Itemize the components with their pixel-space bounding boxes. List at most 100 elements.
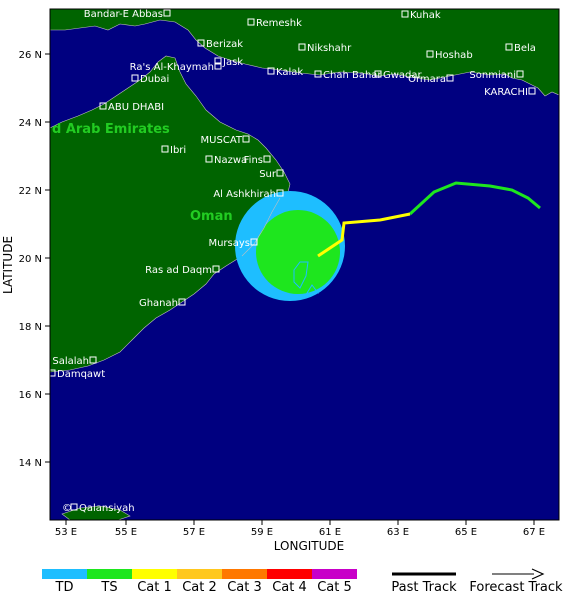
city-label: Nikshahr — [307, 43, 352, 54]
city-label: Ormara — [408, 74, 446, 85]
legend-swatch — [42, 569, 87, 579]
y-tick-label: 24 N — [19, 118, 42, 129]
city-label: Gwadar — [383, 70, 423, 81]
city-label: Kuhak — [410, 10, 441, 21]
city-marker — [250, 238, 258, 246]
city-label: Ra's Al-Khaymah — [130, 62, 214, 73]
city-marker — [276, 189, 284, 197]
y-tick-label: 14 N — [19, 458, 42, 469]
city-marker — [205, 155, 213, 163]
city-layer: Bandar-E Abbas Remeshk Kuhak Berizak Nikshah… — [48, 9, 536, 514]
legend-swatch — [132, 569, 177, 579]
x-tick-label: 63 E — [387, 527, 409, 538]
legend-label: Cat 5 — [317, 580, 352, 595]
y-tick-label: 26 N — [19, 50, 42, 61]
city-marker — [446, 74, 454, 82]
city-marker — [401, 10, 409, 18]
city-marker — [163, 9, 171, 17]
legend-label: TD — [55, 580, 74, 595]
y-tick-label: 18 N — [19, 322, 42, 333]
x-axis-ticks: 53 E 55 E 57 E 59 E 61 E 63 E 65 E 67 E — [55, 520, 545, 538]
country-label-uae: d Arab Emirates — [52, 122, 170, 137]
city-label: Bandar-E Abbas — [84, 9, 163, 20]
x-tick-label: 57 E — [183, 527, 205, 538]
forecast-track-label: Forecast Track — [469, 580, 563, 595]
x-tick-label: 61 E — [319, 527, 341, 538]
city-label: Dubai — [140, 74, 169, 85]
plot-frame — [49, 8, 560, 521]
city-marker — [214, 57, 222, 65]
track-category-1 — [317, 212, 411, 258]
city-label: Ibri — [170, 145, 186, 156]
coast-outline-over-storm — [241, 197, 281, 257]
intensity-legend: TD TS Cat 1 Cat 2 Cat 3 Cat 4 Cat 5 — [42, 569, 357, 595]
city-label: Salalah — [52, 356, 89, 367]
legend-swatch — [177, 569, 222, 579]
legend-label: TS — [100, 580, 117, 595]
legend-swatch — [222, 569, 267, 579]
city-marker — [214, 62, 222, 70]
city-label: Damqawt — [57, 369, 105, 380]
x-tick-label: 53 E — [55, 527, 77, 538]
city-label: Bela — [514, 43, 536, 54]
city-marker — [516, 70, 524, 78]
legend-label: Cat 4 — [272, 580, 307, 595]
y-tick-label: 20 N — [19, 254, 42, 265]
storm-position-marker — [293, 261, 309, 289]
city-label: Al Ashkhirah — [213, 189, 276, 200]
city-label: KARACHI — [484, 87, 528, 98]
y-tick-label: 22 N — [19, 186, 42, 197]
legend-label: Cat 1 — [137, 580, 172, 595]
city-marker — [247, 18, 255, 26]
city-marker — [197, 39, 205, 47]
city-marker — [70, 503, 78, 511]
x-tick-label: 55 E — [115, 527, 137, 538]
city-marker — [212, 265, 220, 273]
city-marker — [131, 74, 139, 82]
city-label: Kalak — [276, 67, 303, 78]
city-marker — [276, 169, 284, 177]
city-marker — [426, 50, 434, 58]
legend-label: Cat 3 — [227, 580, 262, 595]
legend-label: Cat 2 — [182, 580, 217, 595]
city-marker — [267, 67, 275, 75]
city-label: MUSCAT — [201, 135, 243, 146]
city-label: Sur — [259, 169, 277, 180]
city-label: Fins — [244, 155, 263, 166]
legend-swatch — [312, 569, 357, 579]
ts-wind-radius — [256, 210, 340, 294]
land-masses — [50, 9, 559, 520]
city-marker — [99, 102, 107, 110]
x-tick-label: 65 E — [455, 527, 477, 538]
city-label: ABU DHABI — [108, 102, 164, 113]
legend-swatch — [87, 569, 132, 579]
legend-swatch — [267, 569, 312, 579]
x-axis-title: LONGITUDE — [274, 539, 344, 553]
y-tick-label: 16 N — [19, 390, 42, 401]
city-label: Remeshk — [256, 18, 302, 29]
city-marker — [178, 298, 186, 306]
city-label: Hoshab — [435, 50, 473, 61]
city-marker — [48, 369, 56, 377]
land-arabia — [50, 55, 291, 373]
land-socotra — [61, 505, 131, 520]
x-tick-label: 67 E — [523, 527, 545, 538]
city-label: Ghanah — [139, 298, 178, 309]
city-label: Qalansiyah — [79, 503, 135, 514]
country-label-oman: Oman — [190, 209, 233, 224]
y-axis-ticks: 26 N 24 N 22 N 20 N 18 N 16 N 14 N — [19, 50, 50, 469]
city-marker — [263, 155, 271, 163]
land-iran-pakistan — [50, 9, 559, 97]
city-label: Mursays — [208, 238, 250, 249]
city-marker — [161, 145, 169, 153]
y-axis-title: LATITUDE — [1, 236, 15, 294]
city-marker — [298, 43, 306, 51]
city-marker — [89, 356, 97, 364]
city-marker — [314, 70, 322, 78]
storm-position-triangle — [306, 284, 319, 294]
credit-label: © — [62, 503, 72, 514]
city-label: Chah Bahar — [323, 70, 382, 81]
city-label: Berizak — [206, 39, 243, 50]
city-marker — [528, 87, 536, 95]
